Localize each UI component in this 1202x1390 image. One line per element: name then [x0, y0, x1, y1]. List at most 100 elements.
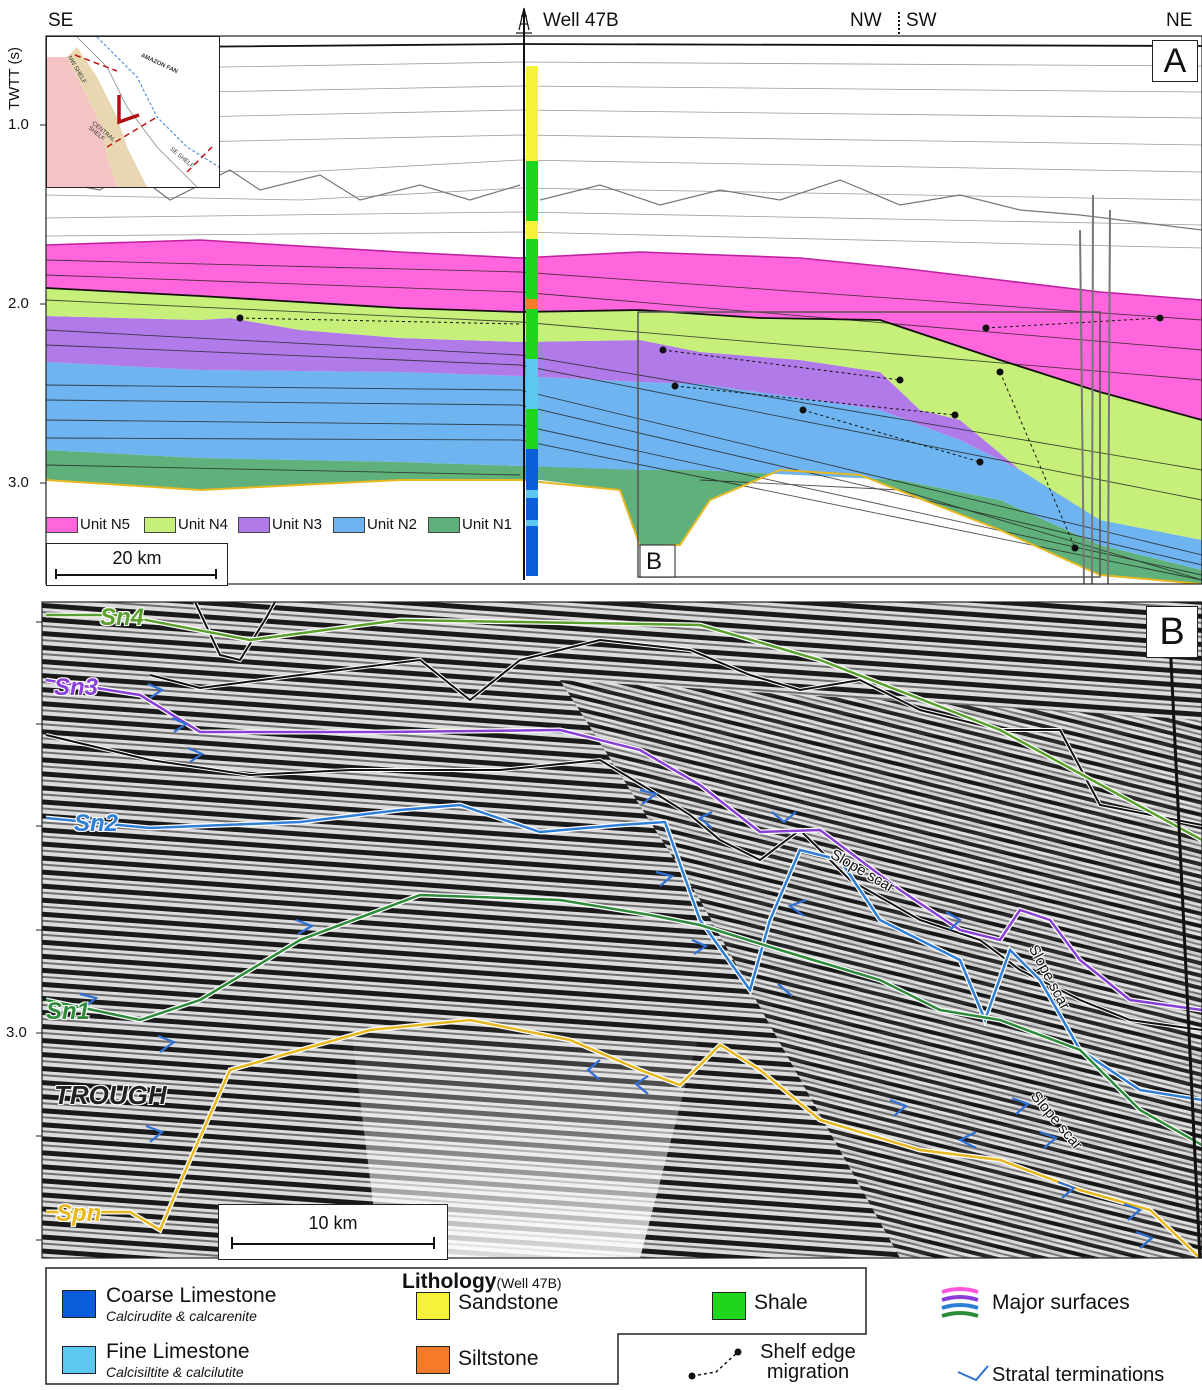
shelf-edge-point: [671, 382, 679, 390]
kink-marker: [898, 12, 900, 34]
stratal-termination-arrow: [1057, 1180, 1077, 1199]
scale-bar-a-label: 20 km: [112, 548, 162, 568]
swatch-sandstone: [416, 1292, 450, 1320]
legend-frame: [45, 1267, 989, 1385]
shelf-edge-point: [659, 346, 667, 354]
legend-shelf-edge-line1: Shelf edge: [760, 1341, 856, 1363]
unit-key-n3: Unit N3: [238, 516, 322, 533]
stratal-termination-arrow: [889, 1098, 909, 1117]
legend: Lithology(Well 47B) Coarse Limestone Cal…: [0, 1262, 1202, 1390]
stratal-termination-arrow: [634, 1075, 649, 1095]
panel-a-section: [40, 7, 1202, 585]
stratal-termination-arrow: [1039, 1130, 1059, 1149]
stratal-termination-arrow: [295, 918, 315, 935]
stratal-termination-arrow: [945, 911, 962, 931]
shelf-edge-point: [982, 324, 990, 332]
zoom-box-label: B: [646, 548, 663, 575]
legend-shale: Shale: [754, 1291, 808, 1314]
scale-bar-b-label: 10 km: [308, 1213, 358, 1233]
y-axis-title: TWTT (s): [6, 46, 23, 110]
seismic-section: [36, 601, 1202, 1259]
panel-letter-b: B: [1146, 606, 1198, 658]
legend-sandstone: Sandstone: [458, 1291, 559, 1314]
unit-key-n4: Unit N4: [144, 516, 228, 533]
stratal-termination-arrow: [777, 983, 793, 997]
legend-fine-limestone-sub: Calcisiltite & calcilutite: [106, 1364, 244, 1380]
y-tick-3: 3.0: [8, 474, 29, 491]
shelf-edge-point: [976, 458, 984, 466]
scale-bar-b: 10 km: [218, 1204, 448, 1260]
swatch-n1: [428, 516, 460, 533]
zoom-box: [637, 311, 1101, 578]
swatch-n4: [144, 516, 176, 533]
y-tick-2: 2.0: [8, 295, 29, 312]
panel-b-y-tick: 3.0: [6, 1024, 27, 1041]
stratal-termination-arrow: [157, 1034, 177, 1053]
stratal-termination-arrow: [771, 811, 797, 824]
well-lithology-log: [526, 66, 538, 576]
legend-coarse-limestone: Coarse Limestone: [106, 1284, 277, 1307]
label-se: SE: [48, 10, 74, 31]
legend-siltstone: Siltstone: [458, 1347, 539, 1370]
swatch-siltstone: [416, 1346, 450, 1374]
swatch-coarse-limestone: [62, 1290, 96, 1318]
stratal-termination-arrow: [586, 1059, 601, 1081]
legend-coarse-limestone-sub: Calcirudite & calcarenite: [106, 1308, 257, 1324]
label-spn: Spn: [56, 1200, 102, 1227]
stratal-termination-arrow: [1135, 1230, 1155, 1249]
legend-title: Lithology(Well 47B): [402, 1270, 562, 1293]
shelf-edge-migration-icon: [688, 1348, 742, 1380]
stratal-termination-arrow: [147, 682, 165, 699]
label-sn3: Sn3: [54, 674, 99, 701]
stratal-termination-arrow: [655, 870, 675, 887]
label-sn4: Sn4: [100, 604, 145, 631]
major-surfaces-icon: [941, 1287, 979, 1318]
stratal-termination-arrow: [79, 992, 99, 1009]
stratal-termination-arrow: [957, 1131, 977, 1149]
stratal-termination-arrow: [1123, 1202, 1143, 1221]
well-derrick-icon: [516, 7, 532, 34]
stratal-terminations-icon: [957, 1365, 989, 1382]
stratal-termination-arrow: [639, 788, 659, 805]
legend-shelf-edge-line2: migration: [766, 1361, 850, 1383]
shelf-edge-point: [236, 314, 244, 322]
legend-title-note: (Well 47B): [496, 1275, 562, 1291]
label-sw: SW: [906, 10, 937, 31]
swatch-n3: [238, 516, 270, 533]
label-ne: NE: [1166, 10, 1193, 31]
shelf-edge-point: [799, 406, 807, 414]
swatch-shale: [712, 1292, 746, 1320]
stratal-termination-arrow: [171, 716, 189, 733]
stratal-termination-arrow: [698, 811, 713, 829]
swatch-fine-limestone: [62, 1346, 96, 1374]
panel-a: SE Well 47B NW SW NE A TWTT (s) 1.0 2.0 …: [0, 0, 1202, 590]
shelf-edge-point: [1071, 544, 1079, 552]
label-sn1: Sn1: [46, 998, 91, 1025]
legend-major-surfaces: Major surfaces: [992, 1291, 1130, 1314]
legend-shelf-edge: Shelf edge migration: [748, 1342, 868, 1382]
shelf-edge-point: [1156, 314, 1164, 322]
unit-key-n2: Unit N2: [333, 516, 417, 533]
shelf-edge-point: [896, 376, 904, 384]
panel-letter-a: A: [1152, 40, 1198, 82]
scale-bar-a: 20 km: [46, 543, 228, 586]
legend-stratal-terminations: Stratal terminations: [992, 1364, 1165, 1386]
unit-key-n5: Unit N5: [46, 516, 130, 533]
panel-b: B 3.0 Sn4 Sn3 Sn2 Sn1 Spn TROUGH Slope s…: [0, 600, 1202, 1260]
shelf-edge-point: [951, 411, 959, 419]
swatch-n5: [46, 516, 78, 533]
label-trough: TROUGH: [54, 1080, 167, 1110]
inset-map: AMAZON FAN NW SHELF CENTRAL SHELF SE SHE…: [46, 36, 220, 188]
stratal-termination-arrow: [787, 898, 807, 917]
legend-fine-limestone: Fine Limestone: [106, 1340, 250, 1363]
swatch-n2: [333, 516, 365, 533]
label-well: Well 47B: [543, 10, 619, 31]
label-nw: NW: [850, 10, 882, 31]
stratal-termination-arrow: [1011, 1096, 1031, 1115]
stratal-termination-arrow: [187, 746, 205, 763]
label-sn2: Sn2: [74, 810, 119, 837]
stratal-termination-arrow: [145, 1124, 165, 1143]
shelf-edge-point: [996, 368, 1004, 376]
inset-map-drawing: [47, 37, 219, 187]
unit-key-n1: Unit N1: [428, 516, 512, 533]
